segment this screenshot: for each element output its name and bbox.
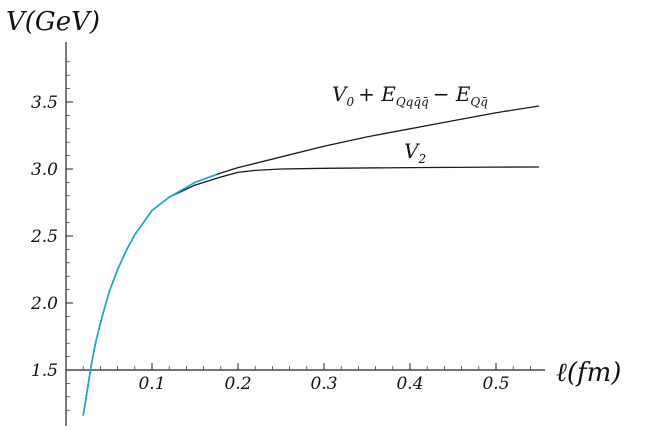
y-tick-label: 3.5 bbox=[31, 93, 58, 113]
series-cyan-line bbox=[82, 173, 217, 416]
y-tick-label: 3.0 bbox=[31, 160, 58, 180]
y-axis-title: V(GeV) bbox=[6, 7, 100, 37]
x-tick-label: 0.5 bbox=[482, 374, 509, 394]
curves bbox=[82, 105, 540, 416]
x-tick-label: 0.4 bbox=[396, 374, 423, 394]
x-tick-label: 0.2 bbox=[224, 374, 251, 394]
y-tick-label: 2.0 bbox=[30, 294, 58, 314]
y-tick-label: 1.5 bbox=[31, 361, 58, 381]
ticks: 0.1 0.2 0.3 0.4 0.5 1.5 2.0 2.5 3.0 3.5 bbox=[30, 61, 531, 411]
x-tick-label: 0.3 bbox=[310, 374, 337, 394]
x-tick-label: 0.1 bbox=[138, 374, 165, 394]
axes bbox=[65, 42, 545, 426]
upper-curve-label: V0 + EQqq̄q̄ − EQq̄ bbox=[332, 82, 488, 109]
y-tick-label: 2.5 bbox=[30, 227, 58, 247]
v2-curve-label: V2 bbox=[404, 139, 426, 166]
x-axis-title: ℓ(fm) bbox=[556, 358, 621, 388]
